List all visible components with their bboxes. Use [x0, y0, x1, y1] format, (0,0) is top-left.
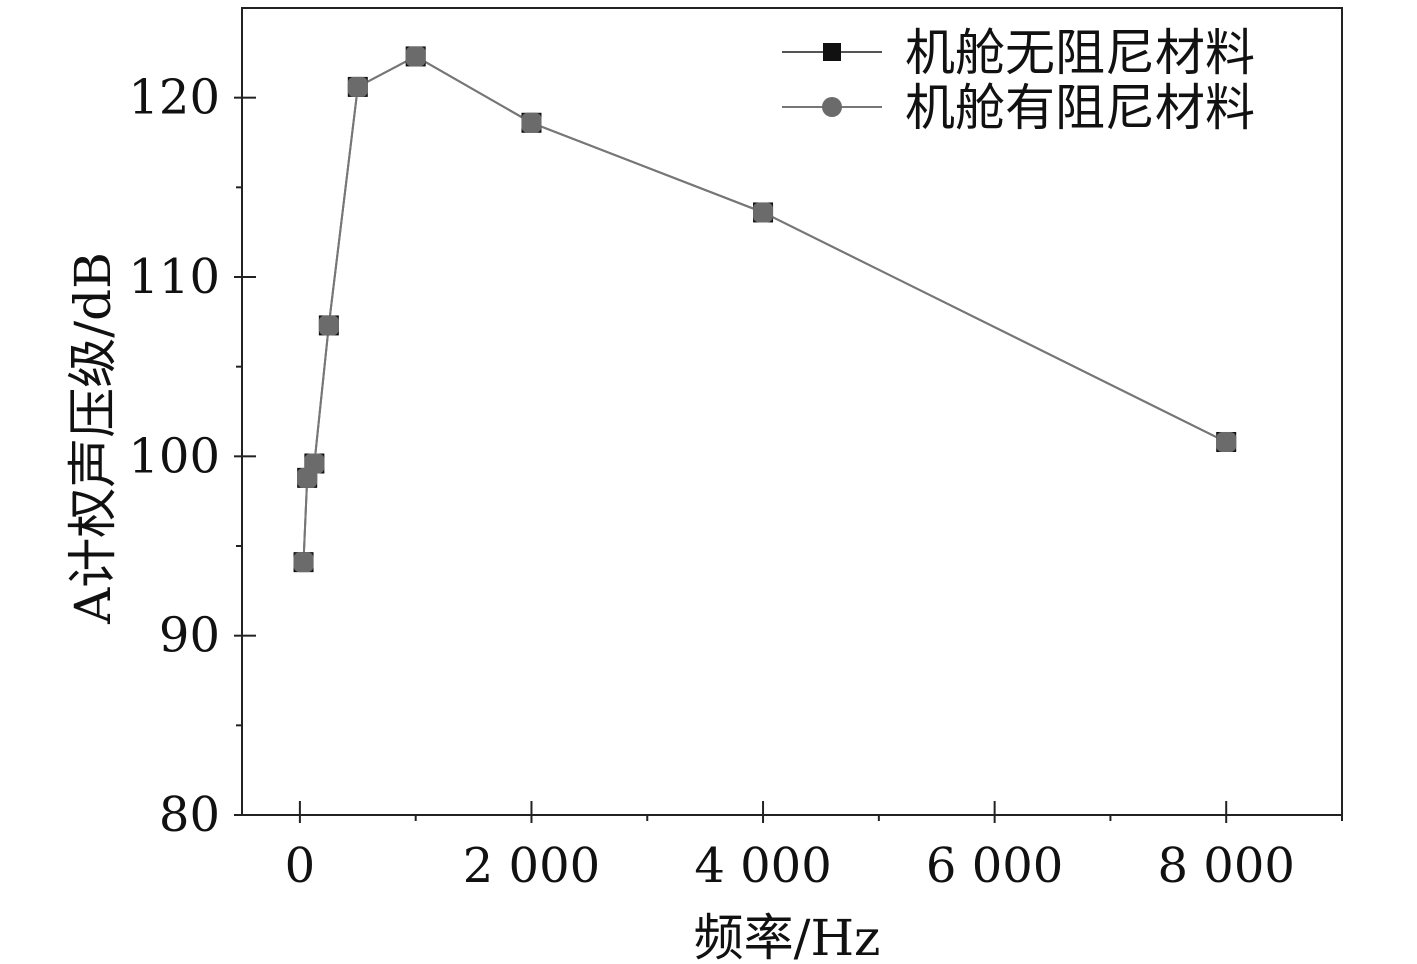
x-tick-label: 4 000 [694, 838, 831, 894]
y-tick-label: 90 [159, 608, 220, 664]
x-axis-title: 频率/Hz [694, 909, 881, 964]
data-point-circle [304, 453, 325, 474]
x-tick-label: 8 000 [1157, 838, 1294, 894]
x-tick-label: 0 [285, 838, 316, 894]
y-tick-label: 120 [128, 70, 220, 126]
x-tick-label: 2 000 [463, 838, 600, 894]
series-layer [293, 46, 1237, 573]
legend-label-series-1: 机舱无阻尼材料 [905, 24, 1255, 82]
y-tick-label: 110 [128, 249, 220, 305]
legend-marker-square [823, 43, 841, 61]
y-axis-title: A计权声压级/dB [64, 252, 122, 625]
data-point-circle [753, 202, 774, 223]
plot-frame [241, 7, 1343, 816]
data-point-circle [405, 46, 426, 67]
x-tick-label: 6 000 [926, 838, 1063, 894]
y-tick-label: 100 [128, 428, 220, 484]
data-point-circle [293, 552, 314, 573]
legend-label-series-2: 机舱有阻尼材料 [905, 79, 1255, 137]
legend: 机舱无阻尼材料 机舱有阻尼材料 [782, 24, 1255, 137]
data-point-circle [318, 315, 339, 336]
y-axis-ticks: 80 90 100 110 120 [128, 70, 256, 843]
legend-marker-circle [822, 97, 842, 117]
x-axis-ticks: 0 2 000 4 000 6 000 8 000 [285, 801, 1343, 894]
y-tick-label: 80 [159, 787, 220, 843]
data-point-circle [521, 112, 542, 133]
data-point-circle [347, 76, 368, 97]
data-point-circle [1216, 431, 1237, 452]
